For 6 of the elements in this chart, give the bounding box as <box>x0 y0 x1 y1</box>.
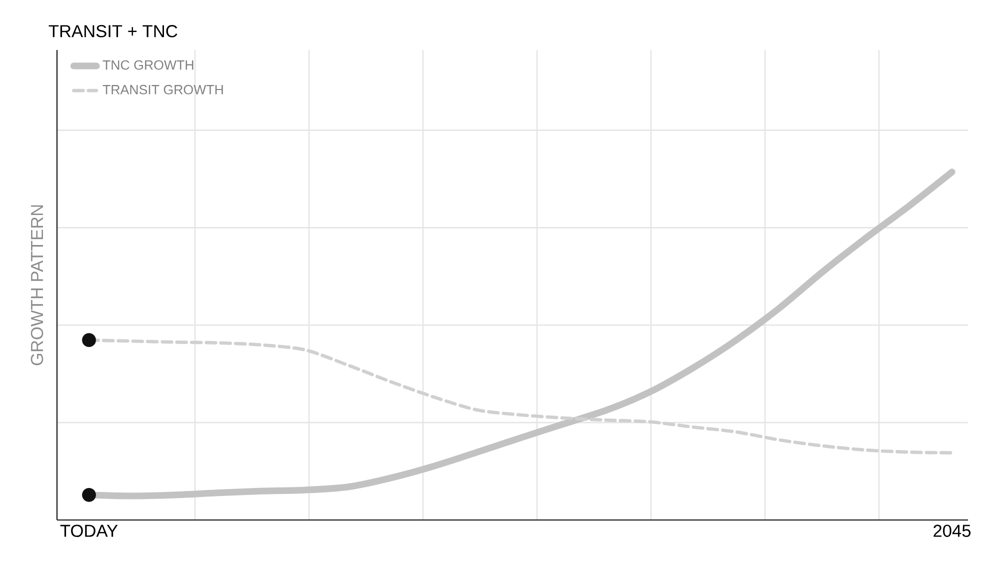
legend-label: TRANSIT GROWTH <box>102 84 223 94</box>
x-tick-label: 2045 <box>934 524 971 537</box>
legend-label: TNC GROWTH <box>102 60 194 70</box>
x-tick-label: TODAY <box>60 524 118 537</box>
chart-title: TRANSIT + TNC <box>48 25 178 38</box>
y-axis-title: GROWTH PATTERN <box>30 205 44 366</box>
